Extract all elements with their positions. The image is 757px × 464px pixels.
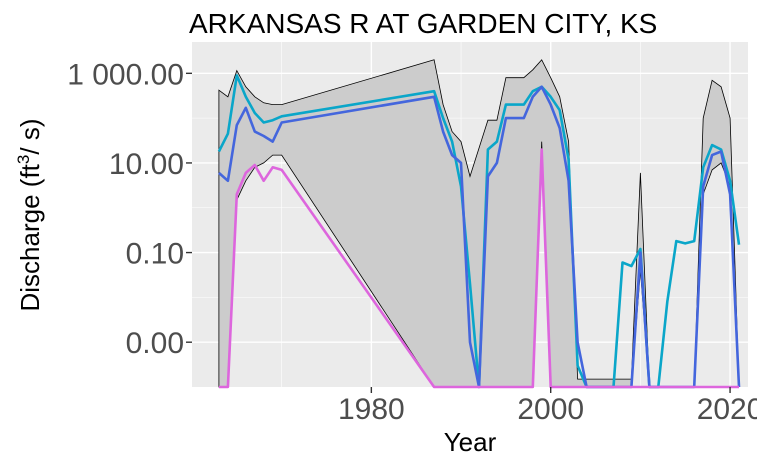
series-line-1 xyxy=(217,74,741,389)
series-lines xyxy=(217,74,741,389)
x-axis-ticks: 1980 2000 2020 xyxy=(338,387,757,426)
y-axis-ticks: 0.00 0.10 10.00 1 000.00 xyxy=(67,58,192,360)
y-axis-title-label: Discharge xyxy=(15,194,45,311)
x-tick-label: 2000 xyxy=(517,393,584,426)
x-tick-label: 1980 xyxy=(338,393,405,426)
chart-title: ARKANSAS R AT GARDEN CITY, KS xyxy=(189,8,657,39)
y-tick-label: 10.00 xyxy=(109,148,184,181)
y-axis-title-unit-exponent: 3 xyxy=(14,155,33,164)
y-tick-label: 0.10 xyxy=(126,238,184,271)
series-line-3 xyxy=(218,148,739,389)
x-tick-label: 2020 xyxy=(697,393,757,426)
y-axis-title: Discharge (ft3/ s) xyxy=(14,119,45,312)
y-axis-title-unit: ft xyxy=(15,163,45,178)
x-axis-title: Year xyxy=(444,427,497,457)
y-tick-label: 1 000.00 xyxy=(67,58,184,91)
y-tick-label: 0.00 xyxy=(126,327,184,360)
y-axis-title-unit-tail: / s xyxy=(15,127,45,154)
